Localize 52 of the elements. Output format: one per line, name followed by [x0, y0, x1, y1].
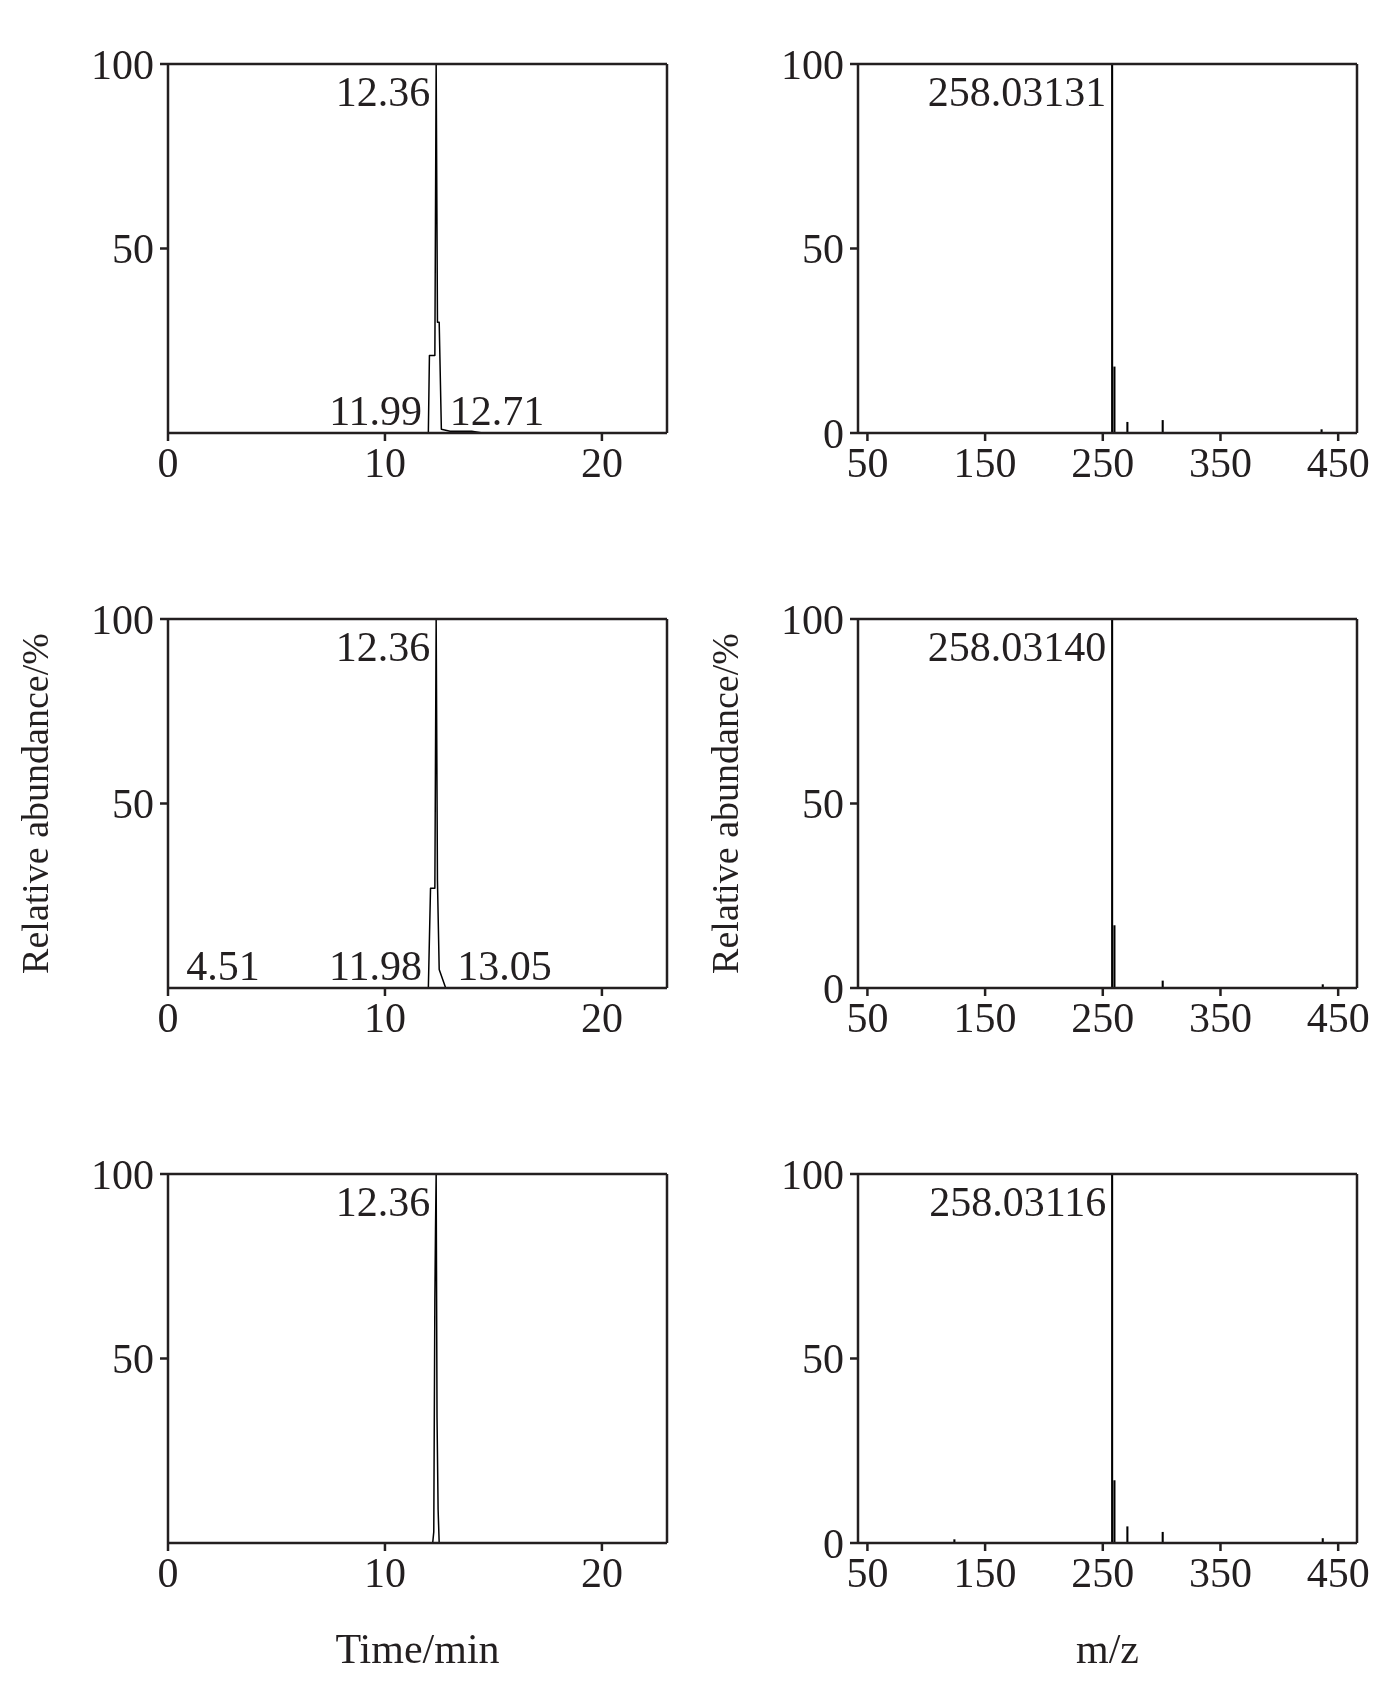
- annotation: 12.36: [335, 69, 431, 115]
- annotation: 12.71: [449, 388, 545, 434]
- x-tick-label: 350: [1188, 1549, 1252, 1596]
- x-tick-label: 350: [1188, 994, 1252, 1041]
- bar: [1111, 64, 1114, 433]
- annotation: 13.05: [457, 943, 552, 989]
- y-tick-label: 50: [802, 1336, 844, 1383]
- x-tick-label: 20: [580, 439, 623, 486]
- bar: [1111, 619, 1114, 988]
- y-axis-title: Relative abundance/%: [14, 633, 56, 974]
- y-tick-label: 100: [91, 596, 154, 643]
- y-tick-label: 0: [823, 965, 844, 1012]
- x-tick-label: 450: [1306, 439, 1370, 486]
- y-tick-label: 50: [112, 226, 154, 273]
- x-tick-label: 150: [953, 994, 1017, 1041]
- x-tick-label: 150: [953, 1549, 1017, 1596]
- x-tick-label: 20: [580, 1549, 623, 1596]
- y-tick-label: 100: [91, 1151, 154, 1198]
- x-tick-label: 350: [1188, 439, 1252, 486]
- x-tick-label: 250: [1071, 994, 1135, 1041]
- annotation: 4.51: [186, 943, 260, 989]
- annotation: 258.03140: [927, 624, 1107, 670]
- annotation: 258.03131: [927, 69, 1107, 115]
- x-tick-label: 450: [1306, 994, 1370, 1041]
- x-tick-label: 20: [580, 994, 623, 1041]
- x-axis-title: m/z: [1076, 1626, 1139, 1672]
- y-tick-label: 50: [112, 781, 154, 828]
- annotation: 12.36: [335, 1179, 431, 1225]
- x-tick-label: 10: [363, 994, 406, 1041]
- y-tick-label: 100: [781, 596, 844, 643]
- x-tick-label: 150: [953, 439, 1017, 486]
- annotation: 11.99: [329, 388, 423, 434]
- annotation: 11.98: [328, 943, 422, 989]
- annotation: 12.36: [335, 624, 431, 670]
- x-tick-label: 10: [363, 439, 406, 486]
- bar: [1126, 1526, 1129, 1543]
- y-tick-label: 0: [823, 1520, 844, 1567]
- annotation: 258.03116: [929, 1179, 1107, 1225]
- y-tick-label: 100: [91, 41, 154, 88]
- x-tick-label: 250: [1071, 439, 1135, 486]
- x-tick-label: 250: [1071, 1549, 1135, 1596]
- x-tick-label: 10: [363, 1549, 406, 1596]
- y-tick-label: 0: [823, 410, 844, 457]
- x-tick-label: 450: [1306, 1549, 1370, 1596]
- y-tick-label: 100: [781, 1151, 844, 1198]
- y-tick-label: 50: [112, 1336, 154, 1383]
- y-tick-label: 50: [802, 226, 844, 273]
- y-axis-title: Relative abundance/%: [704, 633, 746, 974]
- x-axis-title: Time/min: [335, 1626, 500, 1672]
- y-tick-label: 100: [781, 41, 844, 88]
- bar: [1111, 1174, 1114, 1543]
- y-tick-label: 50: [802, 781, 844, 828]
